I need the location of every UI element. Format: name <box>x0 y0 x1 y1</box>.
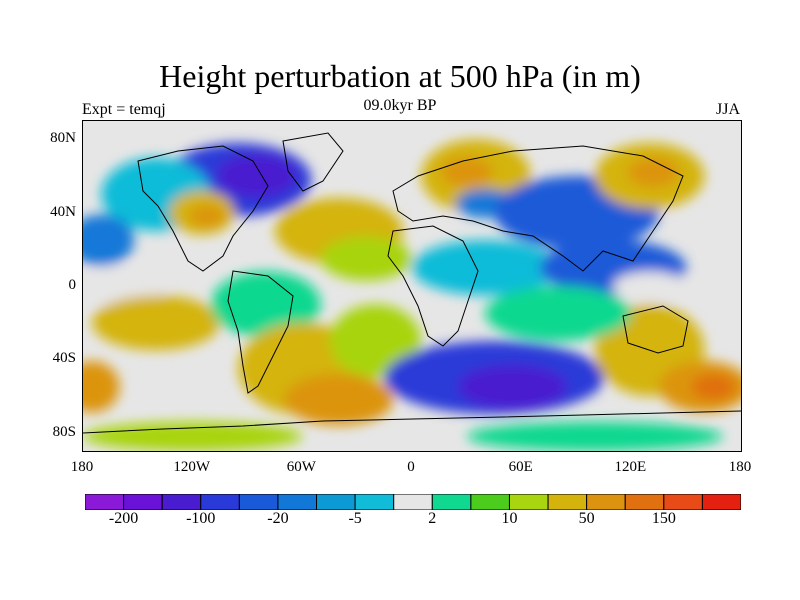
field-region-1 <box>216 154 297 198</box>
field-region-31 <box>466 421 723 451</box>
field-region-14 <box>83 267 166 305</box>
field-region-21 <box>457 364 568 409</box>
map-panel <box>82 120 742 452</box>
field-region-24 <box>691 374 736 400</box>
colorbar-swatch <box>663 494 703 510</box>
lon-tick-label: 120E <box>614 459 647 475</box>
lon-tick-label: 60E <box>508 459 533 475</box>
field-region-29 <box>485 286 632 341</box>
field-region-30 <box>83 421 303 451</box>
field-region-15 <box>92 295 221 351</box>
lat-tick-label: 80N <box>50 130 76 147</box>
colorbar-swatch <box>431 494 472 510</box>
coastline-eurasia <box>392 145 684 272</box>
lon-tick-label: 60W <box>286 459 316 475</box>
colorbar-swatch <box>393 494 433 510</box>
field-region-16 <box>210 271 321 338</box>
field-region-25 <box>83 361 120 413</box>
coastline-antarctica <box>83 410 741 434</box>
colorbar-label: -20 <box>267 510 289 527</box>
colorbar-swatch <box>277 494 318 510</box>
colorbar-swatch <box>238 494 279 510</box>
lon-tick-label: 120W <box>173 459 210 475</box>
field-region-13 <box>83 214 135 266</box>
colorbar-label: -200 <box>108 510 139 527</box>
colorbar-label: 50 <box>578 510 595 527</box>
coastline-south-america <box>227 270 294 394</box>
colorbar-label: -5 <box>348 510 362 527</box>
colorbar-swatch <box>624 494 665 510</box>
field-region-6 <box>320 236 412 281</box>
plot-title: Height perturbation at 500 hPa (in m) <box>159 58 641 94</box>
coastline-greenland <box>282 132 344 192</box>
period-label: 09.0kyr BP <box>363 97 437 114</box>
colorbar-label: -100 <box>186 510 216 527</box>
colorbar-swatch <box>316 494 356 510</box>
coastline-africa <box>387 225 479 347</box>
colorbar-swatch <box>547 494 588 510</box>
colorbar <box>85 494 741 510</box>
colorbar-label: 2 <box>428 510 437 527</box>
coastline-north-america <box>137 145 269 272</box>
map-field <box>83 132 741 451</box>
field-region-28 <box>613 271 687 301</box>
lat-tick-label: 80S <box>52 423 76 440</box>
coastline-australia <box>622 305 689 354</box>
colorbar-swatch <box>85 494 125 510</box>
colorbar-swatch <box>586 494 626 510</box>
lon-tick-label: 0 <box>407 459 415 475</box>
colorbar-swatch <box>701 494 741 510</box>
field-region-12 <box>627 157 679 187</box>
colorbar-swatch <box>508 494 549 510</box>
colorbar-swatch <box>200 494 240 510</box>
field-region-18 <box>284 374 394 426</box>
lon-tick-label: 180 <box>728 459 752 475</box>
colorbar-label: 10 <box>501 510 518 527</box>
colorbar-swatch <box>161 494 202 510</box>
colorbar-swatch <box>470 494 510 510</box>
season-label: JJA <box>715 101 740 118</box>
colorbar-label: 150 <box>651 510 676 527</box>
lat-tick-label: 40N <box>50 203 76 220</box>
field-region-4 <box>189 205 226 228</box>
field-region-26 <box>412 240 559 296</box>
lon-tick-label: 180 <box>70 459 94 475</box>
colorbar-swatch <box>123 494 163 510</box>
colorbar-swatch <box>354 494 395 510</box>
lat-tick-label: 40S <box>52 350 76 367</box>
experiment-label: Expt = temqj <box>82 101 166 118</box>
field-region-19 <box>329 304 422 378</box>
field-region-8 <box>441 157 493 187</box>
lat-tick-label: 0 <box>68 277 77 293</box>
